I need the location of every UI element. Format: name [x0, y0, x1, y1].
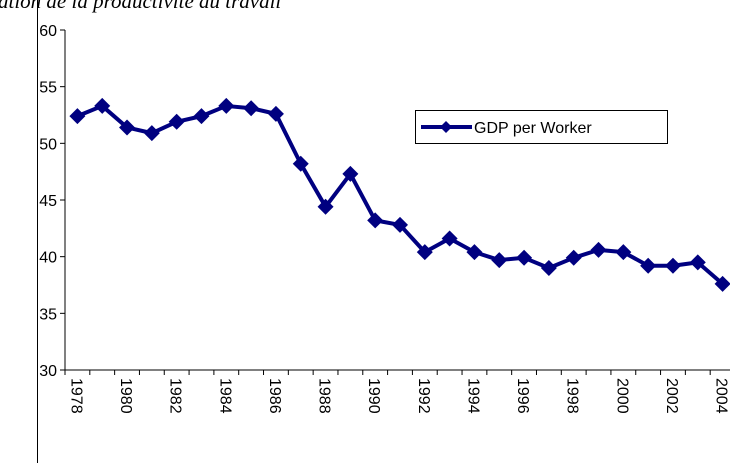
data-marker — [342, 165, 359, 182]
y-tick-label: 55 — [39, 80, 57, 97]
x-tick-label: 2002 — [663, 378, 680, 414]
data-marker — [441, 230, 458, 247]
data-marker — [119, 119, 136, 136]
x-tick-label: 1982 — [167, 378, 184, 414]
data-marker — [143, 125, 160, 142]
data-marker — [218, 97, 235, 114]
x-tick-label: 1980 — [117, 378, 134, 414]
data-marker — [317, 198, 334, 215]
x-tick-label: 2004 — [713, 378, 730, 414]
data-marker — [94, 97, 111, 114]
y-tick-label: 50 — [39, 136, 57, 153]
data-marker — [392, 216, 408, 233]
data-marker — [267, 105, 284, 122]
data-marker — [590, 241, 607, 258]
x-tick-label: 1978 — [67, 378, 84, 414]
y-tick-label: 30 — [39, 363, 57, 380]
x-tick-label: 1992 — [415, 378, 432, 414]
data-marker — [243, 100, 260, 117]
data-marker — [416, 244, 433, 261]
data-marker — [69, 108, 86, 125]
data-marker — [292, 155, 309, 172]
legend-label: GDP per Worker — [474, 120, 592, 137]
y-tick-label: 60 — [39, 23, 57, 40]
data-marker — [689, 254, 706, 271]
x-tick-label: 1986 — [266, 378, 283, 414]
x-tick-label: 1996 — [514, 378, 531, 414]
x-tick-label: 1984 — [216, 378, 233, 414]
x-tick-label: 1994 — [464, 378, 481, 414]
data-marker — [516, 249, 533, 266]
data-marker — [193, 108, 210, 125]
data-marker — [714, 275, 730, 292]
y-tick-label: 45 — [39, 193, 57, 210]
legend-marker — [440, 121, 452, 133]
y-tick-label: 40 — [39, 250, 57, 267]
y-tick-label: 35 — [39, 306, 57, 323]
data-marker — [466, 244, 483, 261]
data-marker — [565, 249, 582, 266]
data-marker — [367, 212, 384, 229]
legend: GDP per Worker — [415, 110, 668, 144]
data-marker — [640, 257, 657, 274]
x-tick-label: 1998 — [564, 378, 581, 414]
data-marker — [168, 113, 185, 130]
x-tick-label: 2000 — [613, 378, 630, 414]
x-tick-label: 1988 — [316, 378, 333, 414]
data-marker — [615, 244, 632, 261]
data-marker — [664, 257, 681, 274]
data-marker — [491, 252, 508, 269]
chart-title: ation de la productivité du travail — [0, 0, 281, 13]
x-tick-label: 1990 — [365, 378, 382, 414]
data-marker — [540, 260, 557, 276]
